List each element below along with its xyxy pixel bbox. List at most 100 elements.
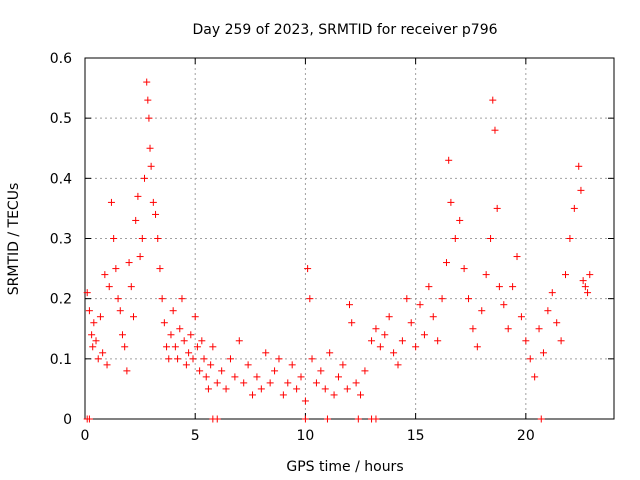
- data-point: [357, 391, 365, 399]
- y-tick-label: 0.6: [50, 51, 72, 67]
- data-point: [174, 355, 182, 363]
- data-point: [213, 415, 221, 423]
- data-point: [372, 415, 380, 423]
- data-point: [586, 271, 594, 279]
- data-point: [257, 385, 265, 393]
- data-point: [323, 415, 331, 423]
- data-point: [129, 313, 137, 321]
- data-point: [144, 96, 152, 104]
- data-point: [253, 373, 261, 381]
- data-point: [301, 397, 309, 405]
- data-point: [416, 301, 424, 309]
- data-point: [169, 307, 177, 315]
- data-point: [132, 216, 140, 224]
- x-tick-label: 0: [81, 428, 90, 444]
- data-point: [343, 385, 351, 393]
- data-point: [537, 415, 545, 423]
- data-point: [85, 307, 93, 315]
- data-point: [121, 343, 129, 351]
- data-point: [535, 325, 543, 333]
- data-point: [293, 385, 301, 393]
- data-point: [425, 283, 433, 291]
- data-point: [123, 367, 131, 375]
- data-point: [222, 385, 230, 393]
- data-point: [330, 391, 338, 399]
- data-point: [202, 373, 210, 381]
- data-point: [92, 337, 100, 345]
- data-point: [570, 204, 578, 212]
- data-point: [456, 216, 464, 224]
- data-point: [581, 283, 589, 291]
- data-point: [107, 198, 115, 206]
- data-point: [160, 319, 168, 327]
- x-axis-title: GPS time / hours: [286, 459, 403, 475]
- data-point: [116, 307, 124, 315]
- x-tick-label: 15: [407, 428, 425, 444]
- data-point: [240, 379, 248, 387]
- data-point: [339, 361, 347, 369]
- data-point: [112, 265, 120, 273]
- data-point: [487, 235, 495, 242]
- data-point: [193, 343, 201, 351]
- data-point: [579, 277, 587, 285]
- data-point: [522, 337, 530, 345]
- data-point: [312, 379, 320, 387]
- data-point: [147, 162, 155, 170]
- x-tick-label: 20: [517, 428, 535, 444]
- data-point: [575, 162, 583, 170]
- data-point: [138, 235, 146, 242]
- y-axis-title: SRMTID / TECUs: [6, 183, 22, 296]
- data-point: [145, 114, 153, 122]
- data-point: [101, 271, 109, 279]
- data-point: [495, 283, 503, 291]
- y-tick-label: 0.5: [50, 111, 72, 127]
- data-point: [460, 265, 468, 273]
- data-point: [200, 355, 208, 363]
- data-point: [513, 253, 521, 261]
- data-point: [187, 331, 195, 339]
- data-point: [308, 355, 316, 363]
- y-tick-label: 0.2: [50, 292, 72, 308]
- data-point: [105, 283, 113, 291]
- data-point: [266, 379, 274, 387]
- data-point: [553, 319, 561, 327]
- data-point: [301, 415, 309, 423]
- data-point: [134, 192, 142, 200]
- data-point: [348, 319, 356, 327]
- data-point: [469, 325, 477, 333]
- data-point: [114, 295, 122, 303]
- data-point: [584, 289, 592, 297]
- x-tick-label: 5: [191, 428, 200, 444]
- data-point: [398, 337, 406, 345]
- data-point: [271, 367, 279, 375]
- data-point: [354, 415, 362, 423]
- data-point: [213, 379, 221, 387]
- data-point: [478, 307, 486, 315]
- data-point: [154, 235, 162, 242]
- chart-title: Day 259 of 2023, SRMTID for receiver p79…: [192, 22, 497, 38]
- y-tick-label: 0: [63, 412, 72, 428]
- data-point: [368, 337, 376, 345]
- data-point: [288, 361, 296, 369]
- data-point: [103, 361, 111, 369]
- data-point: [412, 343, 420, 351]
- data-point: [566, 235, 574, 242]
- data-point: [385, 313, 393, 321]
- data-point: [207, 361, 215, 369]
- data-point: [96, 313, 104, 321]
- data-point: [500, 301, 508, 309]
- data-point: [182, 361, 190, 369]
- data-point: [403, 295, 411, 303]
- data-point: [284, 379, 292, 387]
- data-point: [429, 313, 437, 321]
- data-point: [209, 343, 217, 351]
- data-point: [163, 343, 171, 351]
- data-point: [548, 289, 556, 297]
- data-point: [326, 349, 334, 357]
- data-point: [118, 331, 126, 339]
- data-point: [372, 325, 380, 333]
- data-point: [376, 343, 384, 351]
- data-point: [83, 289, 91, 297]
- y-tick-label: 0.3: [50, 232, 72, 248]
